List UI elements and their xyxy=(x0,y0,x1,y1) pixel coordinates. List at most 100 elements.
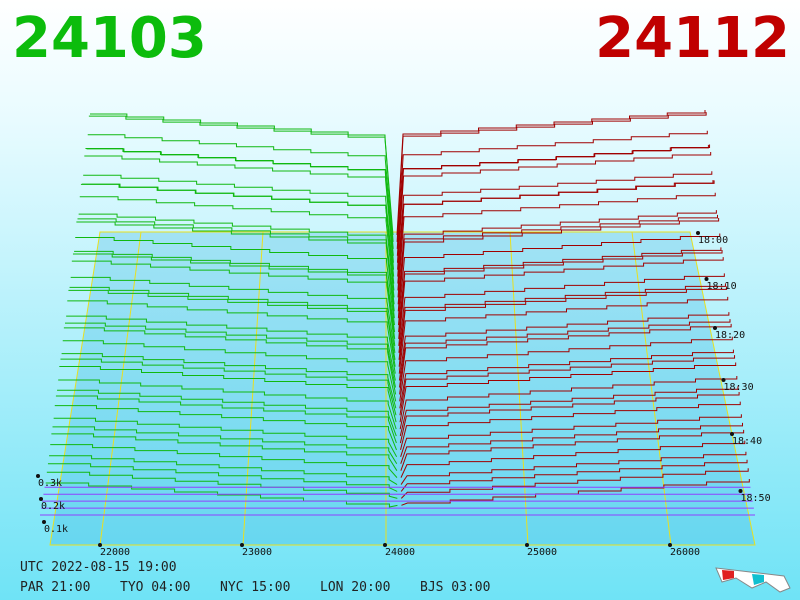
3d-glasses-icon[interactable] xyxy=(714,558,794,598)
ask-depth-line xyxy=(398,247,722,333)
time-label: 18:20 xyxy=(715,330,745,341)
time-label: 18:00 xyxy=(698,235,728,246)
bid-depth-line xyxy=(67,300,396,374)
tick-dot xyxy=(42,520,46,524)
tick-dot xyxy=(36,474,40,478)
ask-depth-line xyxy=(400,401,741,451)
tick-dot xyxy=(730,432,734,436)
bid-depth-line xyxy=(77,218,395,312)
bid-depth-line xyxy=(55,395,397,444)
ask-depth-line xyxy=(397,151,712,270)
bid-depth-line xyxy=(50,444,398,478)
bid-depth-line xyxy=(60,358,397,416)
price-label: 23000 xyxy=(242,547,272,558)
bid-depth-line xyxy=(53,417,398,458)
ask-depth-line xyxy=(397,180,715,291)
bid-depth-line xyxy=(66,315,396,381)
ask-depth-line xyxy=(396,144,711,263)
ask-depth-line xyxy=(400,468,749,499)
bid-depth-line xyxy=(85,147,394,263)
bid-depth-line xyxy=(65,322,396,388)
bid-depth-line xyxy=(54,405,397,451)
bid-depth-line xyxy=(59,366,397,423)
tick-dot xyxy=(713,326,717,330)
ask-depth-line xyxy=(398,296,729,374)
price-label: 25000 xyxy=(527,547,557,558)
ask-price: 24112 xyxy=(595,6,790,71)
ask-depth-line xyxy=(397,214,718,312)
world-clock: PAR 21:00 xyxy=(20,580,91,595)
price-label: 22000 xyxy=(100,547,130,558)
tick-dot xyxy=(721,378,726,382)
bid-depth-line xyxy=(58,379,397,430)
ask-depth-line xyxy=(396,110,706,236)
time-label: 18:40 xyxy=(732,436,762,447)
bid-depth-line xyxy=(45,482,398,508)
ask-depth-line xyxy=(400,429,745,471)
ask-depth-line xyxy=(396,112,707,242)
volume-label: 0.1k xyxy=(44,524,68,535)
bid-depth-line xyxy=(57,389,397,437)
bid-depth-line xyxy=(52,426,398,465)
tick-dot xyxy=(39,497,43,501)
ask-depth-line xyxy=(398,273,725,353)
bid-depth-line xyxy=(78,213,395,305)
tick-dot xyxy=(240,543,244,547)
bid-depth-line xyxy=(62,340,397,402)
ask-depth-line xyxy=(399,386,739,437)
ask-depth-line xyxy=(399,336,733,402)
ask-depth-line xyxy=(400,451,747,485)
ask-depth-line xyxy=(398,286,728,367)
bid-depth-line xyxy=(87,134,394,249)
ask-depth-line xyxy=(400,440,746,478)
ask-depth-line xyxy=(398,250,723,340)
bid-depth-line xyxy=(80,183,395,291)
ask-depth-line xyxy=(397,192,716,298)
bid-depth-line xyxy=(76,221,395,319)
ask-depth-line xyxy=(399,362,737,423)
ask-depth-line xyxy=(399,392,740,444)
ask-depth-line xyxy=(399,355,736,416)
bid-depth-line xyxy=(74,250,396,333)
tick-dot xyxy=(525,543,529,547)
ask-depth-line xyxy=(399,323,732,395)
ask-depth-line xyxy=(399,375,738,430)
volume-label: 0.2k xyxy=(41,501,65,512)
ask-depth-line xyxy=(396,130,708,249)
price-label: 26000 xyxy=(670,547,700,558)
ask-depth-line xyxy=(399,349,734,409)
tick-dot xyxy=(383,543,387,547)
bid-depth-line xyxy=(88,115,394,242)
world-clock: TYO 04:00 xyxy=(120,580,191,595)
time-label: 18:10 xyxy=(707,281,737,292)
bid-price: 24103 xyxy=(12,6,207,71)
bid-depth-line xyxy=(47,463,398,492)
time-label: 18:50 xyxy=(741,493,771,504)
bid-depth-line xyxy=(51,433,398,471)
ask-depth-line xyxy=(397,218,720,319)
ask-depth-line xyxy=(397,233,721,326)
bid-depth-line xyxy=(68,289,396,367)
bid-depth-line xyxy=(83,174,395,277)
tick-dot xyxy=(704,277,709,281)
ask-depth-line xyxy=(400,414,742,457)
ask-depth-line xyxy=(397,171,713,277)
ask-depth-line xyxy=(401,479,750,506)
ask-depth-line xyxy=(400,459,748,492)
bid-depth-line xyxy=(70,276,396,353)
ask-depth-line xyxy=(397,210,717,305)
bid-depth-line xyxy=(49,455,398,485)
tick-dot xyxy=(696,231,700,235)
ask-depth-line xyxy=(399,319,731,388)
bid-depth-line xyxy=(61,353,397,409)
world-clock: LON 20:00 xyxy=(320,580,391,595)
bid-depth-line xyxy=(79,196,395,298)
ask-depth-line xyxy=(400,422,743,464)
bid-depth-line xyxy=(63,327,397,395)
bid-depth-line xyxy=(75,236,395,326)
bid-depth-line xyxy=(84,155,395,270)
floor-grid xyxy=(49,231,756,546)
bid-depth-line xyxy=(69,286,396,360)
